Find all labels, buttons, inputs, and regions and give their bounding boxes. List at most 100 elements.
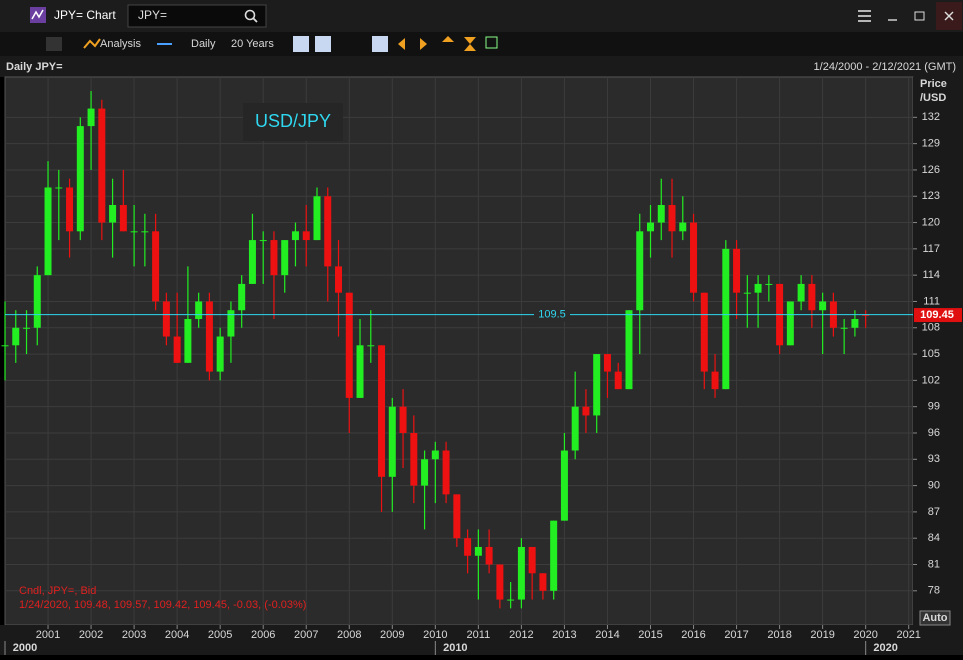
time-axis (0, 625, 963, 655)
candle-body (184, 318, 192, 363)
app-icon-glyph (31, 9, 44, 20)
tool-button[interactable] (315, 36, 331, 52)
candle-body (496, 564, 504, 600)
candle-tool[interactable] (46, 37, 62, 51)
interval-menu[interactable]: Daily (191, 38, 216, 50)
candle-body (442, 450, 450, 495)
last-price-tag (914, 308, 962, 323)
candle-body (238, 283, 246, 311)
y-tick-label: 132 (922, 111, 940, 123)
candle-body (281, 240, 289, 276)
tool-button[interactable] (293, 36, 309, 52)
y-tick-label: 81 (928, 558, 940, 570)
candle-body (109, 205, 117, 223)
chart-header (0, 56, 963, 77)
candle-body (87, 108, 95, 127)
x-tick-label: 2012 (509, 629, 533, 641)
y-axis-label: Price (920, 78, 947, 90)
candle-body (66, 187, 74, 232)
candle-body (700, 292, 708, 372)
candle-body (98, 108, 106, 223)
candle-body (862, 314, 870, 316)
search-box[interactable] (127, 4, 267, 28)
legend-box (243, 103, 343, 141)
candle-body (152, 231, 160, 302)
menu-button[interactable] (858, 10, 871, 22)
range-menu[interactable]: 20 Years (231, 38, 274, 50)
x-tick-label: 2008 (337, 629, 361, 641)
candle-body (130, 231, 138, 233)
candle-body (378, 345, 386, 477)
candle-body (162, 301, 170, 337)
candle-body (593, 354, 601, 416)
candle-body (421, 459, 429, 486)
x-tick-label: 2018 (767, 629, 791, 641)
analysis-icon (83, 38, 101, 49)
candle-body (571, 406, 579, 451)
scale-mode-button[interactable] (919, 610, 951, 626)
maximize-button[interactable] (914, 11, 925, 21)
close-glyph (944, 11, 954, 21)
candle-body (464, 538, 472, 556)
search-icon[interactable] (244, 9, 256, 21)
legend: USD/JPY (255, 111, 331, 131)
candle-body (119, 205, 127, 232)
tool-button[interactable] (398, 38, 405, 50)
x-tick-label: 2001 (36, 629, 60, 641)
x-tick-label: 2014 (595, 629, 619, 641)
tool-button[interactable] (485, 36, 498, 49)
tool-button[interactable] (464, 37, 476, 51)
candle-body (786, 301, 794, 346)
candle-body (765, 283, 773, 285)
x-tick-label: 2002 (79, 629, 103, 641)
candle-body (410, 432, 418, 486)
candle-body (55, 187, 63, 189)
candle-body (259, 240, 267, 242)
y-tick-label: 120 (922, 216, 940, 228)
x-tick-label: 2010 (423, 629, 447, 641)
candle-body (313, 196, 321, 241)
toolbar (0, 32, 963, 56)
candle-body (367, 345, 375, 347)
candle-body (625, 310, 633, 390)
candle-body (399, 406, 407, 433)
info-line: Cndl, JPY=, Bid (19, 585, 96, 597)
decade-label: 2000 (13, 642, 37, 654)
candle-body (205, 301, 213, 372)
candle-body (324, 196, 332, 267)
y-tick-label: 108 (922, 322, 940, 334)
candle-body (216, 336, 224, 372)
tool-button[interactable] (420, 38, 427, 50)
candle-body (840, 327, 848, 329)
price-line-label: 109.5 (538, 309, 566, 321)
x-tick-label: 2006 (251, 629, 275, 641)
candle-body (270, 240, 278, 276)
candle-body (335, 266, 343, 293)
candle-body (517, 546, 525, 600)
info-line: 1/24/2020, 109.48, 109.57, 109.42, 109.4… (19, 599, 306, 611)
candle-body (743, 292, 751, 294)
tool-button[interactable] (372, 36, 388, 52)
x-tick-label: 2019 (810, 629, 834, 641)
candle-body (195, 301, 203, 319)
tool-button[interactable] (442, 36, 454, 42)
chart-title: Daily JPY= (6, 61, 63, 73)
price-axis (913, 77, 963, 625)
y-tick-label: 90 (928, 479, 940, 491)
analysis-menu[interactable]: Analysis (100, 38, 141, 50)
candle-body (668, 205, 676, 232)
y-tick-label: 114 (922, 269, 940, 281)
x-tick-label: 2013 (552, 629, 576, 641)
x-tick-label: 2020 (853, 629, 877, 641)
x-tick-label: 2016 (681, 629, 705, 641)
candle-body (44, 187, 52, 276)
candle-body (797, 283, 805, 302)
search-text[interactable]: JPY= (138, 8, 167, 22)
scale-mode[interactable]: Auto (922, 612, 947, 624)
date-range: 1/24/2000 - 2/12/2021 (GMT) (814, 61, 956, 73)
candle-body (851, 318, 859, 328)
candle-body (647, 222, 654, 232)
y-tick-label: 129 (922, 138, 940, 150)
